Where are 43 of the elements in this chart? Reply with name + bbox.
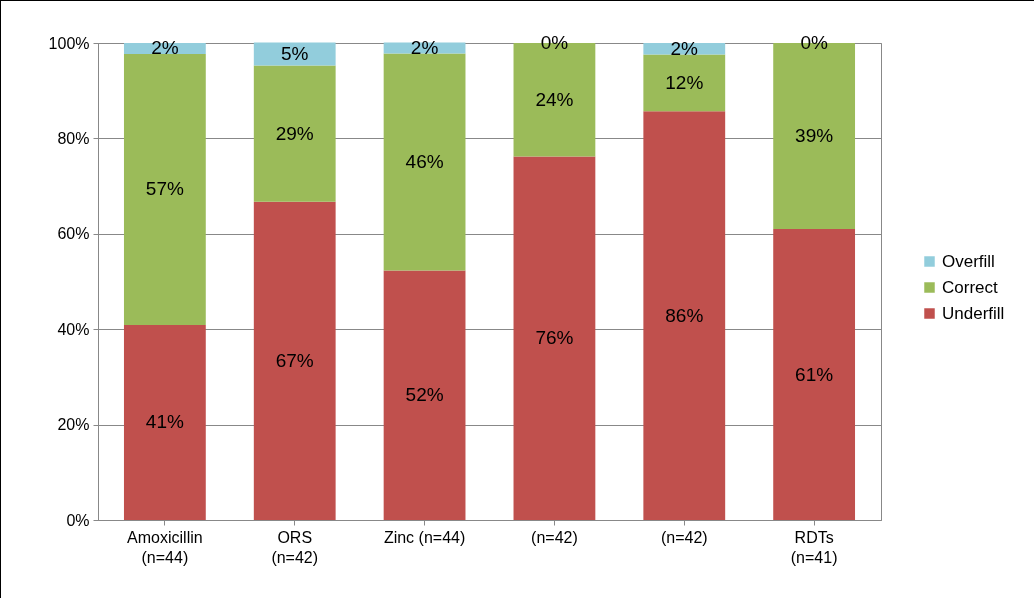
data-label: 29% <box>275 122 314 144</box>
data-label: 76% <box>535 327 574 349</box>
y-tick-label: 80% <box>57 129 90 147</box>
data-label: 41% <box>145 411 184 433</box>
data-label: 0% <box>540 32 569 53</box>
data-label: 5% <box>280 42 309 64</box>
data-label: 46% <box>405 151 444 173</box>
data-label: 2% <box>151 37 179 59</box>
bar <box>513 156 596 520</box>
y-tick-label: 40% <box>57 320 90 338</box>
bar <box>383 270 466 520</box>
y-tick-label: 60% <box>57 225 90 243</box>
data-label: 86% <box>665 304 704 326</box>
y-tick-label: 20% <box>57 416 90 434</box>
x-tick-label: Zinc (n=44) <box>383 528 466 546</box>
bar <box>123 53 206 325</box>
x-tick-label: RDTs (n=41) <box>790 528 838 566</box>
bar <box>643 54 726 112</box>
data-label: 67% <box>275 349 314 371</box>
y-tick-label: 100% <box>48 34 90 52</box>
data-label: 2% <box>410 37 439 59</box>
x-tick-label: (n=42) <box>660 528 708 546</box>
bar <box>253 65 336 202</box>
legend-label: Underfill <box>942 303 1005 323</box>
bar <box>643 111 726 520</box>
y-tick-label: 0% <box>66 511 90 529</box>
bar <box>123 324 206 520</box>
data-label: 61% <box>795 363 834 385</box>
data-label: 2% <box>670 37 699 59</box>
bar <box>773 229 856 520</box>
x-tick-label: ORS (n=42) <box>271 528 319 566</box>
x-tick-label: (n=42) <box>531 528 578 546</box>
data-label: 24% <box>535 88 574 110</box>
data-label: 0% <box>800 32 828 53</box>
data-label: 39% <box>795 125 834 147</box>
data-label: 52% <box>405 384 444 406</box>
bar <box>253 201 336 520</box>
legend-label: Overfill <box>942 251 995 271</box>
bar <box>383 53 466 271</box>
data-label: 57% <box>145 178 184 200</box>
legend-label: Correct <box>942 277 999 297</box>
data-label: 12% <box>665 71 704 93</box>
x-tick-label: Amoxicillin (n=44) <box>127 528 203 566</box>
